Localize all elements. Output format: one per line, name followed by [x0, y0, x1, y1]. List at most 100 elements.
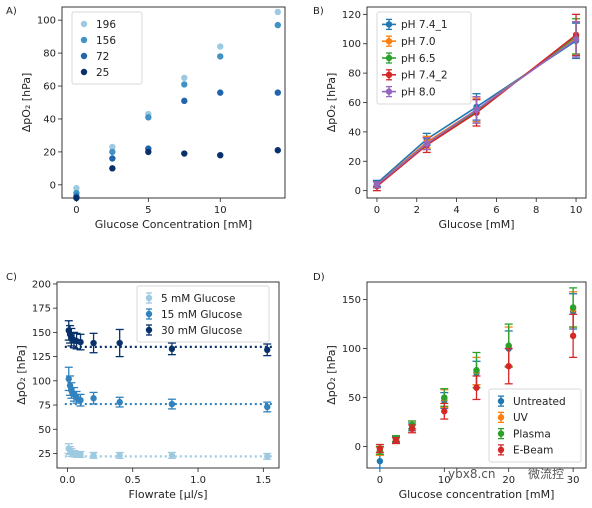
data-point [168, 452, 176, 459]
data-point [77, 338, 84, 346]
y-tick-label: 20 [43, 147, 56, 158]
series-5-mm-glucose [64, 443, 272, 460]
data-point [77, 451, 84, 458]
data-point [116, 339, 123, 347]
series-line [376, 38, 577, 186]
y-axis-label: ΔpO₂ [hPa] [20, 73, 33, 133]
x-tick-label: 10 [438, 475, 451, 486]
legend-box [488, 388, 582, 463]
data-point [441, 408, 448, 415]
data-point [217, 89, 224, 96]
legend-marker [497, 430, 505, 437]
x-tick-label: 10 [570, 205, 583, 216]
y-tick-label: 50 [348, 393, 361, 404]
data-point [572, 36, 580, 43]
series-ph-8-0 [372, 21, 581, 189]
data-point [90, 395, 97, 402]
data-point [569, 304, 577, 311]
series-30-mm-glucose [64, 320, 272, 358]
legend-marker [145, 326, 153, 334]
legend-label: 5 mM Glucose [161, 293, 235, 305]
legend-marker [145, 310, 153, 318]
x-tick-label: 1.0 [190, 475, 206, 486]
legend-marker [80, 20, 88, 28]
data-point [109, 148, 116, 156]
series-72 [73, 89, 282, 200]
y-axis-label: ΔpO₂ [hPa] [325, 73, 338, 133]
data-point [264, 453, 271, 460]
panel-letter: D) [313, 272, 325, 283]
x-axis-label: Flowrate [µl/s] [128, 488, 207, 501]
x-tick-label: 0 [374, 205, 380, 216]
data-point [168, 400, 176, 408]
data-point [73, 194, 80, 202]
data-point [376, 445, 384, 452]
data-point [109, 155, 116, 162]
panel-letter: B) [313, 6, 324, 17]
legend: 196 156 72 25 [71, 11, 143, 85]
data-point [376, 457, 384, 465]
y-tick-label: 150 [342, 295, 361, 306]
data-point [145, 114, 152, 121]
data-point [73, 184, 80, 192]
plot-area [61, 6, 286, 199]
data-point [109, 165, 116, 172]
x-tick-label: 0.5 [125, 475, 141, 486]
legend-label: Plasma [513, 428, 551, 440]
y-tick-label: 175 [32, 304, 51, 315]
x-axis-label: Glucose [mM] [438, 218, 514, 231]
x-tick-label: 5 [145, 205, 151, 216]
legend-marker [385, 38, 393, 45]
data-point [145, 148, 152, 156]
data-point [441, 394, 448, 401]
y-axis-label: ΔpO₂ [hPa] [325, 345, 338, 405]
series-196 [73, 8, 282, 192]
data-point [217, 43, 224, 50]
y-tick-label: 0 [355, 186, 361, 197]
data-point [181, 81, 188, 88]
y-tick-label: 100 [342, 39, 361, 50]
data-point [90, 452, 97, 459]
data-point [473, 106, 480, 114]
data-point [65, 375, 72, 383]
data-point [217, 151, 224, 159]
data-point [181, 150, 188, 157]
data-point [274, 147, 282, 154]
y-tick-label: 60 [348, 98, 361, 109]
y-tick-label: 40 [43, 114, 56, 125]
data-point [392, 437, 400, 444]
panel-letter: C) [6, 272, 17, 283]
legend-marker [80, 68, 88, 76]
y-axis-label: ΔpO₂ [hPa] [15, 345, 28, 405]
y-tick-label: 80 [43, 49, 56, 60]
data-point [423, 140, 430, 147]
legend-marker [80, 52, 88, 60]
x-tick-label: 0 [377, 475, 383, 486]
legend-label: 196 [96, 19, 116, 31]
x-tick-label: 2 [414, 205, 420, 216]
panel-c: C) 0.0 0.5 1.0 1.5 25 50 75 100 125 150 175 200 Flowr… [6, 272, 280, 501]
x-tick-label: 8 [533, 205, 539, 216]
y-tick-label: 0 [355, 442, 361, 453]
data-point [90, 339, 97, 347]
data-point [217, 53, 224, 60]
legend-marker [497, 397, 505, 405]
y-tick-label: 20 [348, 157, 361, 168]
x-tick-label: 4 [453, 205, 459, 216]
legend: Untreated UV Plasma E-Beam [488, 388, 582, 463]
watermark-right: 微流控 [528, 467, 564, 481]
legend-label: UV [513, 412, 529, 424]
legend-marker [145, 294, 153, 302]
legend-box [71, 11, 143, 85]
plot-area [56, 281, 280, 469]
legend-box [136, 285, 270, 343]
legend: pH 7.4_1 pH 7.0 pH 6.5 pH 7.4_2 pH 8.0 [376, 11, 472, 105]
watermark: ybx8.cn 微流控 [448, 467, 564, 481]
data-point [168, 345, 176, 353]
series-15-mm-glucose [64, 366, 272, 413]
x-tick-label: 30 [567, 475, 580, 486]
legend-marker [385, 71, 393, 79]
series-e-beam [375, 313, 578, 453]
